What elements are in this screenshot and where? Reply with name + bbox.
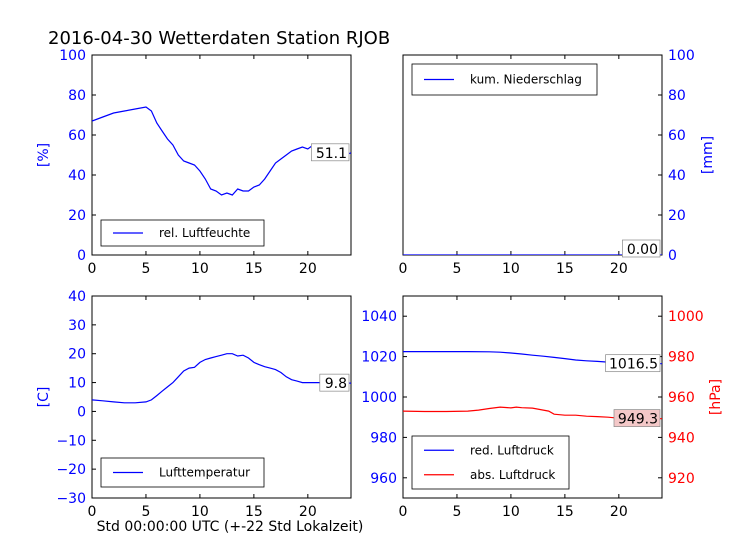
pressure-value-box-bg-0	[605, 354, 661, 373]
humidity-ytick-label: 40	[68, 168, 86, 184]
temperature-xtick-label: 10	[191, 504, 209, 520]
precip-ylabel: [mm]	[700, 136, 716, 174]
temperature-ytick-label: 30	[68, 318, 86, 334]
pressure-value-label-1: 949.3	[618, 412, 658, 428]
temperature-xtick-label: 20	[299, 504, 317, 520]
pressure-value-label-0: 1016.5	[609, 357, 658, 373]
humidity-value-box-bg-0	[311, 143, 350, 162]
humidity-value-label-0: 51.1	[316, 146, 347, 162]
precip-legend-label-0: kum. Niederschlag	[470, 73, 582, 87]
precip-chart: 0 5 10 15 20 0 20 40 60 80 100 [mm] kum. Niederschla…	[399, 48, 716, 277]
pressure-ytick-label: 960	[668, 390, 695, 406]
temperature-ytick-label: 20	[68, 347, 86, 363]
temperature-ytick-label: −30	[56, 491, 86, 507]
pressure-ytick-label: 960	[370, 471, 397, 487]
pressure-value-box-bg-1	[613, 409, 661, 427]
precip-ytick-label: 100	[668, 48, 695, 64]
temperature-legend-label-0: Lufttemperatur	[159, 466, 250, 480]
pressure-xtick-label: 15	[556, 504, 574, 520]
humidity-ytick-label: 100	[59, 48, 86, 64]
pressure-chart: 0 5 10 15 20 960 980 1000 1020 1040 920 940 960 980 10…	[361, 295, 724, 520]
precip-xtick-label: 20	[610, 261, 628, 277]
temperature-value-label-0: 9.8	[325, 376, 347, 392]
temperature-xtick-label: 0	[88, 504, 97, 520]
temperature-ytick-label: −20	[56, 462, 86, 478]
pressure-ytick-label: 1020	[361, 350, 397, 366]
precip-xtick-label: 0	[399, 261, 408, 277]
temperature-ytick-label: 10	[68, 376, 86, 392]
pressure-ytick-label: 920	[668, 471, 695, 487]
humidity-xtick-label: 5	[141, 261, 150, 277]
temperature-ylabel: [C]	[36, 387, 52, 408]
temperature-value-box-bg-0	[319, 373, 350, 392]
pressure-ylabel-right: [hPa]	[708, 379, 724, 415]
temperature-ytick-label: 40	[68, 289, 86, 305]
precip-ytick-label: 80	[668, 88, 686, 104]
humidity-xtick-label: 0	[88, 261, 97, 277]
temperature-series-line-0	[92, 353, 351, 404]
pressure-xtick-label: 20	[610, 504, 628, 520]
pressure-ytick-label: 1000	[668, 309, 704, 325]
temperature-chart: 0 5 10 15 20 −30 −20 −10 0 10 20 30 40 [C] Lufttempera…	[36, 289, 352, 520]
precip-ytick-label: 20	[668, 208, 686, 224]
pressure-xtick-label: 0	[399, 504, 408, 520]
precip-xtick-label: 10	[502, 261, 520, 277]
precip-ytick-label: 60	[668, 128, 686, 144]
humidity-chart: 0 5 10 15 20 0 20 40 60 80 100 [%] rel. Luftfeuchte 5…	[36, 48, 352, 277]
precip-xtick-label: 15	[556, 261, 574, 277]
figure-title: 2016-04-30 Wetterdaten Station RJOB	[48, 28, 390, 49]
precip-xtick-label: 5	[452, 261, 461, 277]
temperature-ytick-label: −10	[56, 433, 86, 449]
humidity-ylabel: [%]	[36, 143, 52, 167]
figure-xlabel: Std 00:00:00 UTC (+-22 Std Lokalzeit)	[97, 519, 364, 535]
pressure-ytick-label: 940	[668, 430, 695, 446]
pressure-legend-label-0: red. Luftdruck	[470, 443, 554, 457]
precip-ytick-label: 0	[668, 248, 677, 264]
pressure-ytick-label: 1000	[361, 390, 397, 406]
temperature-xtick-label: 15	[245, 504, 263, 520]
pressure-xtick-label: 10	[502, 504, 520, 520]
precip-ytick-label: 40	[668, 168, 686, 184]
humidity-xtick-label: 10	[191, 261, 209, 277]
temperature-ytick-label: 0	[77, 404, 86, 420]
humidity-ytick-label: 20	[68, 208, 86, 224]
humidity-xtick-label: 20	[299, 261, 317, 277]
pressure-ytick-label: 980	[370, 430, 397, 446]
humidity-xtick-label: 15	[245, 261, 263, 277]
pressure-xtick-label: 5	[452, 504, 461, 520]
humidity-legend-label-0: rel. Luftfeuchte	[159, 226, 250, 240]
humidity-ytick-label: 0	[77, 248, 86, 264]
pressure-legend-box	[411, 435, 570, 490]
pressure-legend-label-1: abs. Luftdruck	[470, 468, 555, 482]
pressure-ytick-label: 1040	[361, 309, 397, 325]
pressure-ytick-label: 980	[668, 350, 695, 366]
humidity-ytick-label: 80	[68, 88, 86, 104]
precip-value-label-0: 0.00	[627, 242, 658, 258]
humidity-ytick-label: 60	[68, 128, 86, 144]
temperature-xtick-label: 5	[141, 504, 150, 520]
precip-value-box-bg-0	[622, 239, 661, 258]
